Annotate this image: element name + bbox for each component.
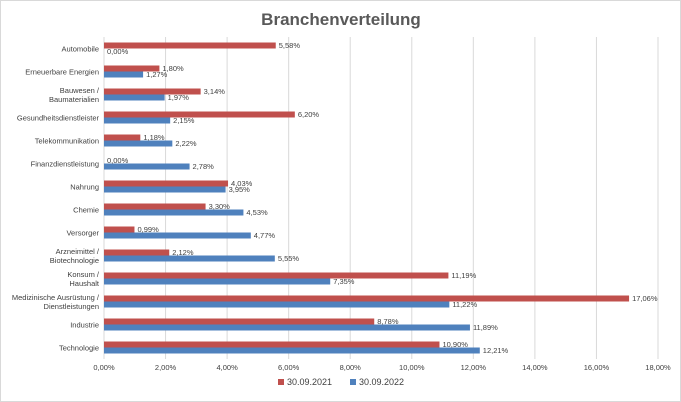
bar xyxy=(104,203,206,210)
bars xyxy=(104,42,630,354)
data-label: 5,55% xyxy=(278,254,300,263)
data-label: 7,35% xyxy=(333,277,355,286)
bar xyxy=(104,94,165,101)
category-label: Biotechnologie xyxy=(50,256,99,265)
data-label: 4,77% xyxy=(254,231,276,240)
data-label: 0,00% xyxy=(107,47,129,56)
data-label: 3,14% xyxy=(204,87,226,96)
bar xyxy=(104,163,190,170)
data-label: 2,12% xyxy=(172,248,194,257)
category-label: Technologie xyxy=(59,344,99,353)
data-label: 1,80% xyxy=(162,64,184,73)
category-label: Konsum / xyxy=(67,270,100,279)
bar xyxy=(104,134,141,141)
bar xyxy=(104,186,226,193)
data-label: 0,00% xyxy=(107,156,129,165)
data-label: 6,20% xyxy=(298,110,320,119)
x-tick-label: 4,00% xyxy=(216,363,238,372)
bar xyxy=(104,301,450,308)
data-label: 11,19% xyxy=(451,271,476,280)
category-label: Erneuerbare Energien xyxy=(25,68,99,77)
data-label: 5,58% xyxy=(279,41,301,50)
bar xyxy=(104,42,276,49)
x-tick-label: 2,00% xyxy=(155,363,177,372)
data-label: 4,53% xyxy=(246,208,268,217)
category-label: Gesundheitsdienstleister xyxy=(17,114,100,123)
gridlines xyxy=(103,37,659,359)
bar xyxy=(104,249,170,256)
data-label: 2,78% xyxy=(193,162,215,171)
category-label: Industrie xyxy=(70,321,99,330)
data-label: 3,30% xyxy=(209,202,231,211)
bar xyxy=(104,324,470,331)
data-labels: 5,58% 0,00% 1,80%1,27% 3,14% 1,97% 6,20% 2,15%… xyxy=(107,41,658,355)
category-label: Baumaterialien xyxy=(49,95,99,104)
bar xyxy=(104,272,449,279)
category-label: Arzneimittel / xyxy=(56,247,100,256)
bar xyxy=(104,209,244,216)
x-tick-label: 8,00% xyxy=(340,363,362,372)
data-label: 0,99% xyxy=(137,225,159,234)
bar xyxy=(104,341,440,348)
bar xyxy=(104,71,144,78)
bar xyxy=(104,88,201,95)
legend-swatch xyxy=(278,379,284,385)
legend-swatch xyxy=(350,379,356,385)
bar xyxy=(104,295,630,302)
legend-label: 30.09.2021 xyxy=(287,377,332,387)
chart-title: Branchenverteilung xyxy=(261,10,421,29)
bar xyxy=(104,226,135,233)
bar xyxy=(104,117,171,124)
bar xyxy=(104,111,295,118)
legend-label: 30.09.2022 xyxy=(359,377,404,387)
data-label: 17,06% xyxy=(632,294,658,303)
x-tick-label: 16,00% xyxy=(584,363,610,372)
bar xyxy=(104,180,229,187)
data-label: 1,18% xyxy=(143,133,165,142)
category-label: Dienstleistungen xyxy=(44,302,99,311)
category-labels: Automobile Erneuerbare Energien Bauwesen /… xyxy=(12,45,100,353)
data-label: 10,90% xyxy=(442,340,468,349)
x-tick-label: 0,00% xyxy=(93,363,115,372)
category-label: Chemie xyxy=(73,206,99,215)
data-label: 2,15% xyxy=(173,116,195,125)
data-label: 2,22% xyxy=(175,139,197,148)
category-label: Finanzdienstleistung xyxy=(31,160,99,169)
x-tick-labels: 0,00% 2,00% 4,00% 6,00% 8,00% 10,00% 12,00% 14,… xyxy=(93,363,671,372)
legend: 30.09.2021 30.09.2022 xyxy=(278,377,404,387)
category-label: Versorger xyxy=(66,229,99,238)
category-label: Nahrung xyxy=(70,183,99,192)
data-label: 8,78% xyxy=(377,317,399,326)
data-label: 3,95% xyxy=(229,185,251,194)
bar xyxy=(104,278,331,285)
data-label: 1,97% xyxy=(168,93,190,102)
data-label: 12,21% xyxy=(483,346,509,355)
x-tick-label: 6,00% xyxy=(278,363,300,372)
category-label: Medizinische Ausrüstung / xyxy=(12,293,100,302)
category-label: Automobile xyxy=(61,45,99,54)
bar xyxy=(104,65,160,72)
x-tick-label: 14,00% xyxy=(522,363,548,372)
x-tick-label: 12,00% xyxy=(461,363,487,372)
data-label: 11,89% xyxy=(473,323,498,332)
category-label: Bauwesen / xyxy=(60,86,100,95)
bar xyxy=(104,347,480,354)
data-label: 1,27% xyxy=(146,70,168,79)
bar xyxy=(104,255,275,262)
data-label: 11,22% xyxy=(452,300,477,309)
bar xyxy=(104,318,375,325)
data-label: 4,03% xyxy=(231,179,253,188)
category-label: Haushalt xyxy=(69,279,100,288)
x-tick-label: 10,00% xyxy=(399,363,425,372)
bar xyxy=(104,140,173,147)
x-tick-label: 18,00% xyxy=(645,363,671,372)
bar xyxy=(104,232,251,239)
category-label: Telekommunikation xyxy=(35,137,99,146)
